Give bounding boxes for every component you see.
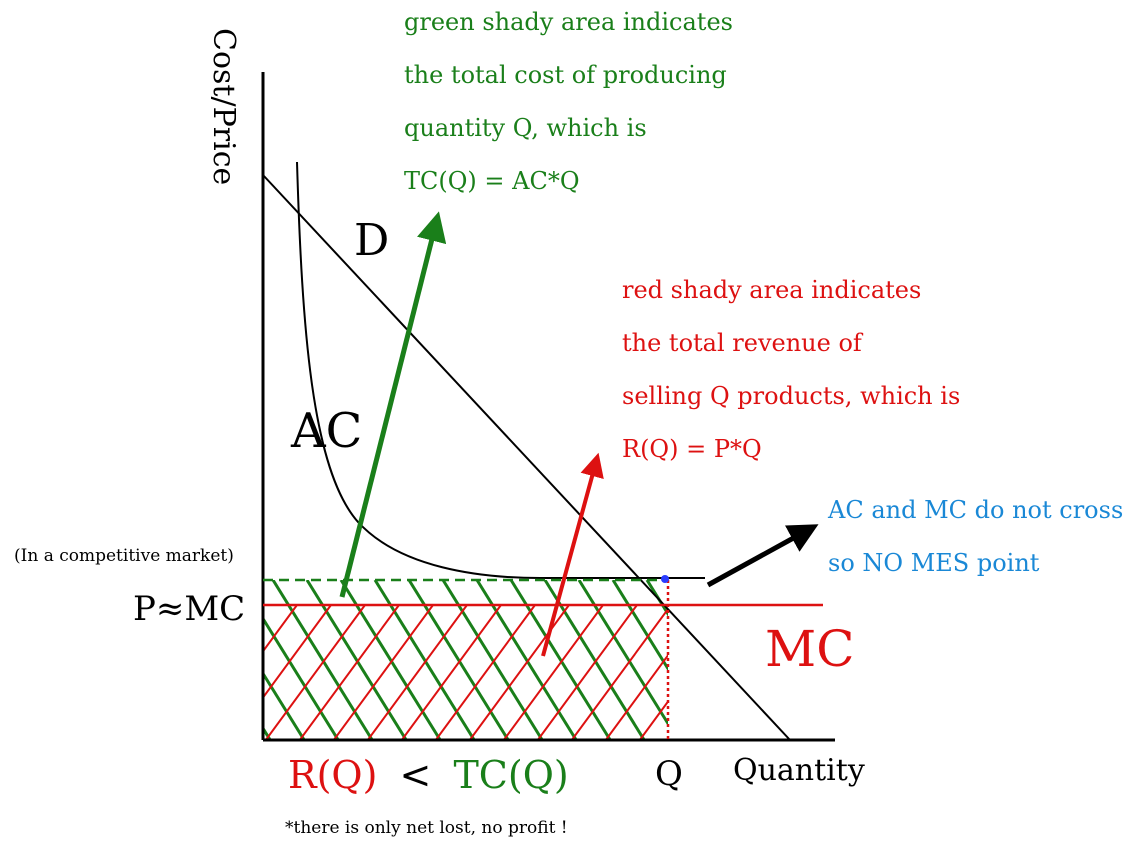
red-hatch-line [263,604,332,700]
price-equals-mc-label: P≈MC [133,589,245,629]
black-arrow [706,524,819,588]
revenue-term: R(Q) [288,753,377,797]
green-annotation-line: green shady area indicates [404,8,733,36]
red-annotation-line: selling Q products, which is [622,382,960,410]
red-hatch-line [434,604,536,740]
green-arrow [339,211,447,598]
red-hatch-line [366,604,468,740]
red-annotation-line: red shady area indicates [622,276,921,304]
quantity-q-label: Q [655,754,683,794]
total-revenue-hatch-area [263,604,773,740]
red-hatch-line [638,699,668,740]
green-hatch-line [577,580,668,727]
revenue-less-than-cost-label: R(Q) < TC(Q) [288,753,569,797]
demand-label: D [354,215,389,266]
green-hatch-line [441,580,544,740]
red-annotation-line: the total revenue of [622,329,864,357]
average-cost-label: AC [290,403,362,459]
green-hatch-line [543,580,646,740]
green-hatch-line [611,580,668,672]
ac-demand-point [661,575,669,583]
red-hatch-line [604,653,668,740]
red-hatch-line [264,604,366,740]
red-annotation: red shady area indicates the total reven… [622,276,960,463]
less-than-symbol: < [400,753,432,797]
green-hatch-line [645,580,668,617]
red-hatch-line [570,607,668,740]
green-annotation-line: quantity Q, which is [404,114,647,142]
red-hatch-line [298,604,400,740]
footnote: *there is only net lost, no profit ! [285,818,568,838]
green-hatch-line [263,670,306,740]
red-hatch-line [536,604,638,740]
green-annotation: green shady area indicates the total cos… [404,8,733,195]
average-cost-curve [296,161,705,579]
green-hatch-line [305,580,408,740]
green-hatch-line [475,580,578,740]
competitive-market-label: (In a competitive market) [14,546,234,566]
green-hatch-line [263,615,340,740]
red-hatch-line [400,604,502,740]
green-annotation-line: TC(Q) = AC*Q [404,167,580,195]
green-hatch-line [339,580,442,740]
green-hatch-line [271,580,374,740]
green-hatch-line [373,580,476,740]
x-axis-label: Quantity [733,753,865,788]
red-arrow [541,452,604,657]
red-hatch-line [502,604,604,740]
blue-annotation-line: so NO MES point [828,549,1040,577]
marginal-cost-label: MC [765,620,854,678]
blue-annotation-line: AC and MC do not cross [827,496,1123,524]
blue-annotation: AC and MC do not cross so NO MES point [827,496,1123,577]
red-annotation-line: R(Q) = P*Q [622,435,762,463]
demand-curve [262,174,791,741]
green-hatch-line [509,580,612,740]
red-hatch-line [263,604,298,653]
green-hatch-line [407,580,510,740]
red-hatch-line [674,605,773,740]
red-hatch-line [332,604,434,740]
total-cost-term: TC(Q) [453,753,568,797]
y-axis-label: Cost/Price [206,28,241,185]
total-cost-hatch-area [263,580,668,740]
green-annotation-line: the total cost of producing [404,61,727,89]
